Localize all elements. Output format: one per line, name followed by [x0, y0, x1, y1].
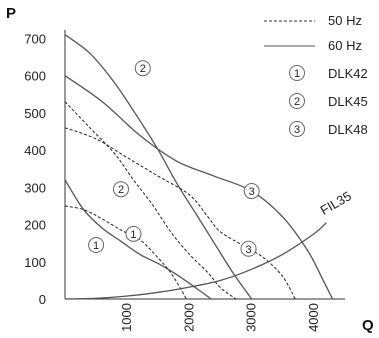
curve-label-number: 2	[118, 184, 124, 196]
legend-model-3-number: 3	[294, 124, 300, 136]
curve-label-number: 1	[130, 229, 136, 241]
x-tick-label: 1000	[119, 303, 134, 332]
y-tick-label: 600	[24, 69, 46, 84]
x-tick-label: 3000	[244, 303, 259, 332]
legend-model-1-number: 1	[294, 68, 300, 80]
curve-label-number: 3	[245, 244, 251, 256]
model-1-50hz-curve	[64, 205, 187, 300]
legend-model-3-name: DLK48	[328, 122, 368, 137]
y-tick-label: 700	[24, 31, 46, 46]
y-tick-label: 300	[24, 180, 46, 195]
y-tick-label: 0	[39, 292, 46, 307]
curve-label-number: 2	[140, 63, 146, 75]
legend-50hz-label: 50 Hz	[328, 13, 362, 28]
y-tick-label: 400	[24, 143, 46, 158]
y-tick-label: 100	[24, 255, 46, 270]
x-axis-label: Q	[362, 317, 374, 334]
y-tick-label: 200	[24, 218, 46, 233]
legend-model-2-name: DLK45	[328, 94, 368, 109]
legend-model-2-number: 2	[294, 96, 300, 108]
x-tick-label: 4000	[306, 303, 321, 332]
legend-model-1-name: DLK42	[328, 66, 368, 81]
axes	[64, 30, 345, 300]
curve-label-circle	[240, 240, 257, 257]
curve-label-number: 1	[93, 240, 99, 252]
x-tick-label: 2000	[181, 303, 196, 332]
curve-label-circle	[134, 60, 151, 77]
legend-60hz-label: 60 Hz	[328, 38, 362, 53]
curves	[64, 34, 334, 300]
y-tick-label: 500	[24, 106, 46, 121]
y-axis-label: P	[6, 5, 16, 22]
legend-model-3-circle	[289, 121, 305, 137]
curve-label-number: 3	[249, 186, 255, 198]
fil35-curve	[64, 222, 327, 300]
curve-label-circle	[243, 183, 260, 200]
model-3-60hz-curve	[64, 75, 334, 300]
curve-label-circle	[88, 237, 105, 254]
curve-label-circle	[125, 225, 142, 242]
legend-model-1-circle	[289, 65, 305, 81]
fil35-label: FIL35	[318, 188, 354, 218]
y-ticks: 0 100 200 300 400 500 600 700	[24, 31, 46, 307]
model-2-60hz-curve	[64, 34, 253, 300]
legend: 50 Hz 60 Hz 1 DLK42 2 DLK45 3 DLK48	[264, 13, 368, 137]
legend-model-2-circle	[289, 93, 305, 109]
x-ticks: 1000 2000 3000 4000	[119, 303, 321, 332]
model-1-60hz-curve	[64, 179, 212, 300]
curve-label-circle	[113, 181, 129, 198]
curve-labels: 1 1 2 2 3 3 FIL35	[88, 60, 354, 257]
model-3-50hz-curve	[64, 127, 296, 300]
model-2-50hz-curve	[64, 101, 237, 300]
